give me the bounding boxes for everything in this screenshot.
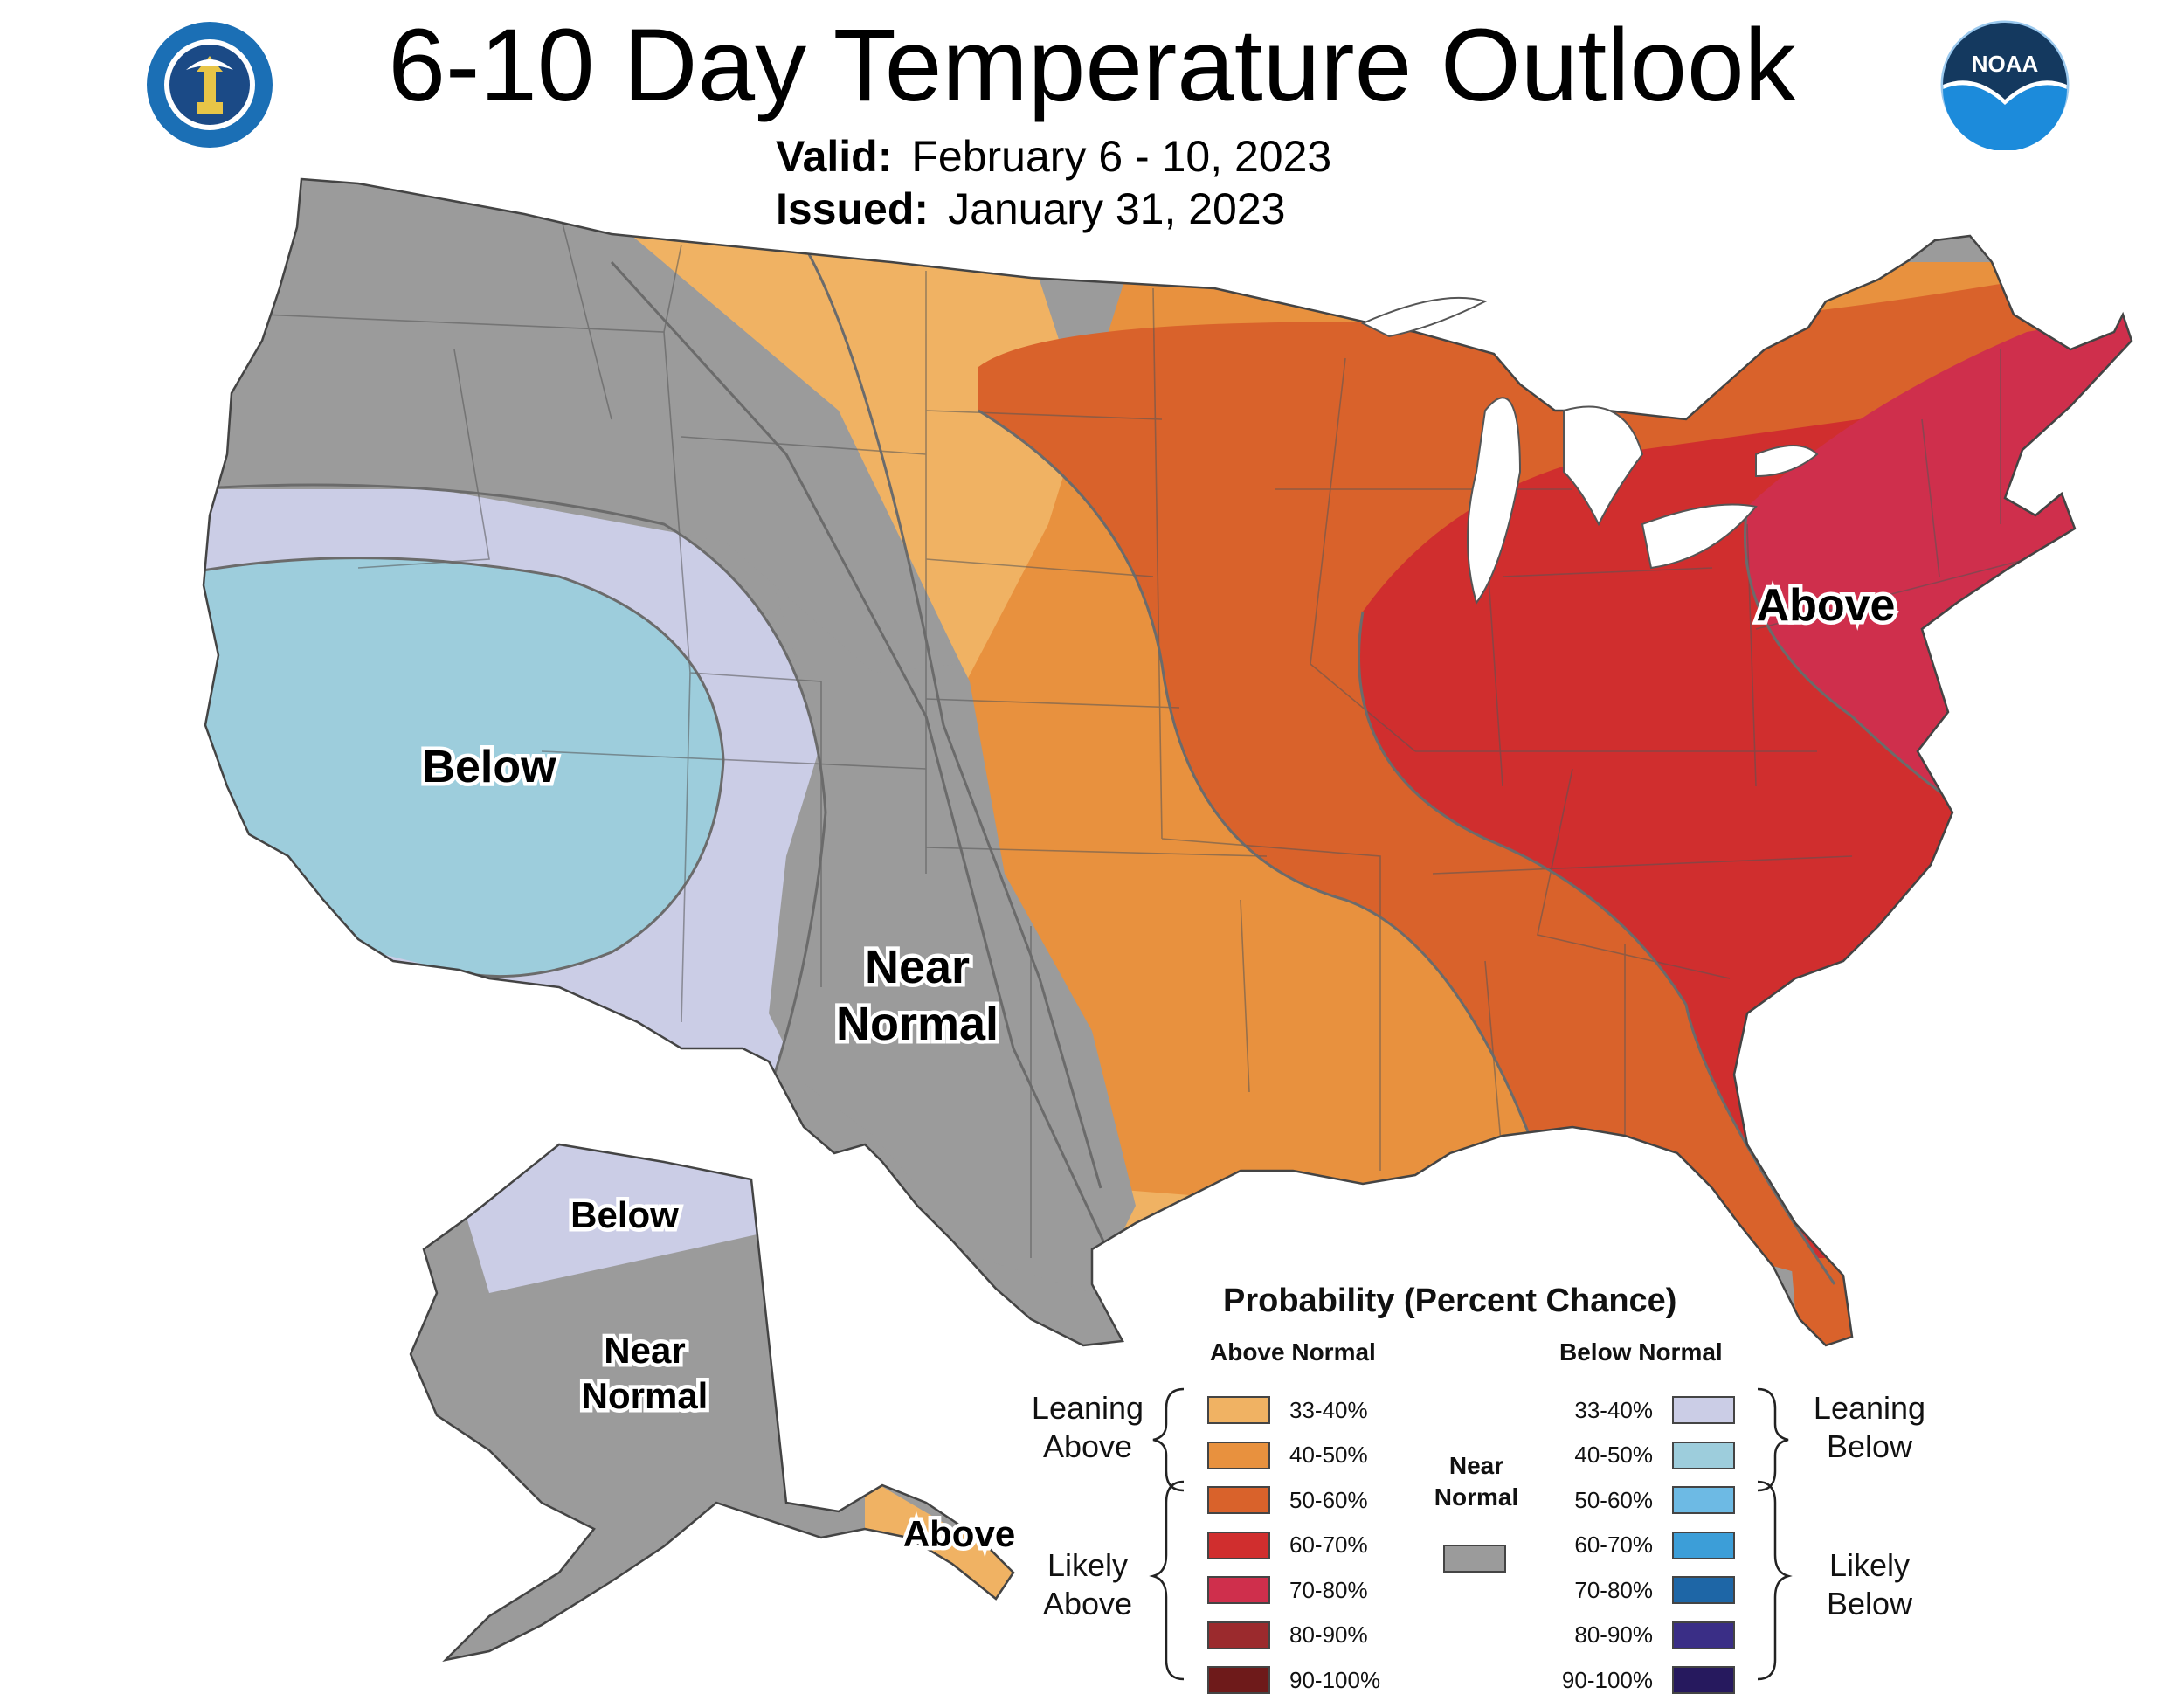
ak-label-near-2: Normal [582, 1375, 708, 1416]
likely-below-line-1: Likely [1828, 1547, 1911, 1583]
page-title: 6-10 Day Temperature Outlook [388, 8, 1796, 123]
below-legend-swatch [1672, 1621, 1735, 1649]
below-legend-swatch [1672, 1441, 1735, 1469]
legend-title: Probability (Percent Chance) [1223, 1283, 1677, 1319]
above-legend-range: 50-60% [1289, 1486, 1368, 1513]
conus-label-below: Below [422, 742, 556, 792]
svg-text:NOAA: NOAA [1972, 51, 2039, 77]
above-legend-swatch [1207, 1531, 1270, 1559]
below-legend-range: 40-50% [1574, 1442, 1653, 1468]
above-legend-row: 40-50% [1207, 1441, 1368, 1469]
above-legend-swatch [1207, 1576, 1270, 1604]
leaning-below-line-2: Below [1826, 1428, 1913, 1464]
below-legend-row: 40-50% [1557, 1441, 1735, 1469]
near-normal-swatch [1443, 1545, 1506, 1573]
above-legend-range: 80-90% [1289, 1621, 1368, 1648]
above-legend-row: 80-90% [1207, 1621, 1368, 1649]
conus-label-above: Above [1757, 580, 1896, 631]
below-legend-swatch [1672, 1576, 1735, 1604]
noaa-logo: NOAA [1940, 20, 2070, 150]
likely-below-line-2: Below [1826, 1586, 1913, 1621]
valid-value: February 6 - 10, 2023 [911, 132, 1332, 181]
below-legend-row: 70-80% [1557, 1576, 1735, 1604]
legend-below-header: Below Normal [1559, 1338, 1723, 1366]
likely-above-line-2: Above [1042, 1586, 1133, 1621]
near-normal-line-2: Normal [1434, 1483, 1519, 1511]
legend-likely-above: Likely Above [1018, 1546, 1158, 1623]
below-legend-row: 60-70% [1557, 1531, 1735, 1559]
legend-near-normal: Near Normal [1398, 1450, 1555, 1513]
ak-label-above: Above [903, 1513, 1015, 1554]
likely-above-line-1: Likely [1047, 1547, 1129, 1583]
below-legend-swatch [1672, 1486, 1735, 1514]
issued-value: January 31, 2023 [948, 184, 1286, 233]
ak-label-near-1: Near [604, 1330, 685, 1371]
legend-leaning-below: Leaning Below [1800, 1389, 1939, 1466]
above-legend-row: 50-60% [1207, 1486, 1368, 1514]
ak-label-below: Below [570, 1194, 679, 1235]
below-legend-row: 33-40% [1557, 1396, 1735, 1424]
below-legend-range: 70-80% [1574, 1576, 1653, 1603]
issued-label: Issued: [776, 184, 930, 233]
above-legend-range: 40-50% [1289, 1442, 1368, 1468]
valid-label: Valid: [776, 132, 893, 181]
great-lakes [1360, 296, 1819, 605]
below-legend-row: 50-60% [1557, 1486, 1735, 1514]
below-legend-range: 50-60% [1574, 1486, 1653, 1513]
department-of-commerce-seal [147, 22, 273, 148]
above-legend-swatch [1207, 1621, 1270, 1649]
below-legend-range: 60-70% [1574, 1532, 1653, 1558]
issued-line: Issued: January 31, 2023 [776, 183, 1285, 234]
above-legend-swatch [1207, 1486, 1270, 1514]
legend-leaning-above: Leaning Above [1018, 1389, 1158, 1466]
above-legend-swatch [1207, 1441, 1270, 1469]
below-legend-range: 80-90% [1574, 1621, 1653, 1648]
below-legend-range: 33-40% [1574, 1396, 1653, 1423]
legend-likely-below: Likely Below [1800, 1546, 1939, 1623]
leaning-below-line-1: Leaning [1813, 1390, 1926, 1426]
below-legend-swatch [1672, 1396, 1735, 1424]
above-legend-range: 33-40% [1289, 1396, 1368, 1423]
above-legend-row: 70-80% [1207, 1576, 1368, 1604]
near-normal-line-1: Near [1448, 1452, 1504, 1479]
conus-label-near-2: Normal [836, 998, 999, 1050]
above-legend-row: 33-40% [1207, 1396, 1368, 1424]
conus-label-near-1: Near [865, 941, 970, 993]
leaning-above-line-2: Above [1042, 1428, 1133, 1464]
below-legend-row: 80-90% [1557, 1621, 1735, 1649]
below-legend-swatch [1672, 1531, 1735, 1559]
valid-line: Valid: February 6 - 10, 2023 [776, 131, 1331, 182]
above-legend-range: 70-80% [1289, 1576, 1368, 1603]
above-legend-range: 60-70% [1289, 1532, 1368, 1558]
leaning-above-line-1: Leaning [1031, 1390, 1144, 1426]
legend-above-header: Above Normal [1210, 1338, 1376, 1366]
above-legend-row: 60-70% [1207, 1531, 1368, 1559]
above-legend-swatch [1207, 1396, 1270, 1424]
